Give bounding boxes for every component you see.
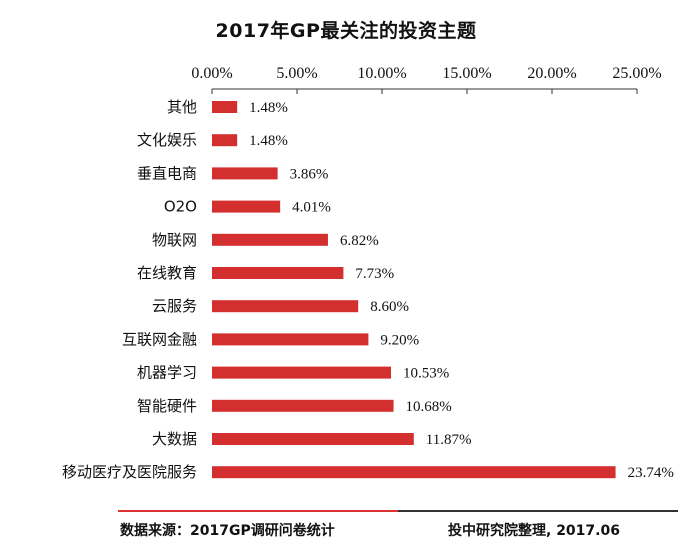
x-tick-label: 25.00% xyxy=(612,65,661,82)
data-label: 10.53% xyxy=(403,366,449,382)
category-label: 物联网 xyxy=(152,231,197,249)
bar xyxy=(212,101,238,113)
data-label: 8.60% xyxy=(370,299,409,315)
category-label: 垂直电商 xyxy=(137,164,197,182)
x-tick-label: 10.00% xyxy=(357,65,406,82)
bar xyxy=(212,399,394,412)
category-label: 云服务 xyxy=(152,297,197,315)
data-source-note: 数据来源：2017GP调研问卷统计 xyxy=(120,523,335,539)
data-label: 3.86% xyxy=(290,166,329,182)
data-label: 11.87% xyxy=(426,432,472,448)
category-label: 互联网金融 xyxy=(122,330,197,348)
bar xyxy=(212,233,328,246)
data-label: 23.74% xyxy=(628,465,674,481)
credit-note: 投中研究院整理, 2017.06 xyxy=(448,523,620,539)
category-label: 文化娱乐 xyxy=(137,131,197,149)
data-label: 10.68% xyxy=(406,399,452,415)
x-tick-label: 15.00% xyxy=(442,65,491,82)
data-label: 1.48% xyxy=(249,133,288,149)
bar xyxy=(212,134,238,147)
bar xyxy=(212,200,281,213)
data-label: 1.48% xyxy=(249,100,288,116)
x-tick-label: 5.00% xyxy=(276,65,317,82)
bar xyxy=(212,167,278,180)
category-label: 大数据 xyxy=(152,430,197,448)
bar xyxy=(212,267,344,279)
footer-divider-dark xyxy=(398,510,678,512)
category-label: 机器学习 xyxy=(137,364,197,382)
bar xyxy=(212,333,369,346)
bar xyxy=(212,300,359,313)
data-label: 9.20% xyxy=(380,332,419,348)
footer-divider-red xyxy=(118,510,398,512)
x-tick-label: 20.00% xyxy=(527,65,576,82)
category-label: 在线教育 xyxy=(137,264,197,282)
bar xyxy=(212,466,616,479)
data-label: 7.73% xyxy=(355,266,394,282)
data-label: 4.01% xyxy=(292,200,331,216)
chart-title: 2017年GP最关注的投资主题 xyxy=(215,20,477,42)
bar xyxy=(212,366,392,379)
x-tick-label: 0.00% xyxy=(191,65,232,82)
data-label: 6.82% xyxy=(340,233,379,249)
category-label: 其他 xyxy=(167,98,197,116)
category-label: O2O xyxy=(164,198,197,216)
category-label: 智能硬件 xyxy=(137,397,197,415)
bar xyxy=(212,433,414,445)
category-label: 移动医疗及医院服务 xyxy=(62,463,197,481)
bar-chart: 0.00% 5.00% 10.00% 15.00% 20.00% 25.00% 其他 1.48… xyxy=(62,65,674,481)
